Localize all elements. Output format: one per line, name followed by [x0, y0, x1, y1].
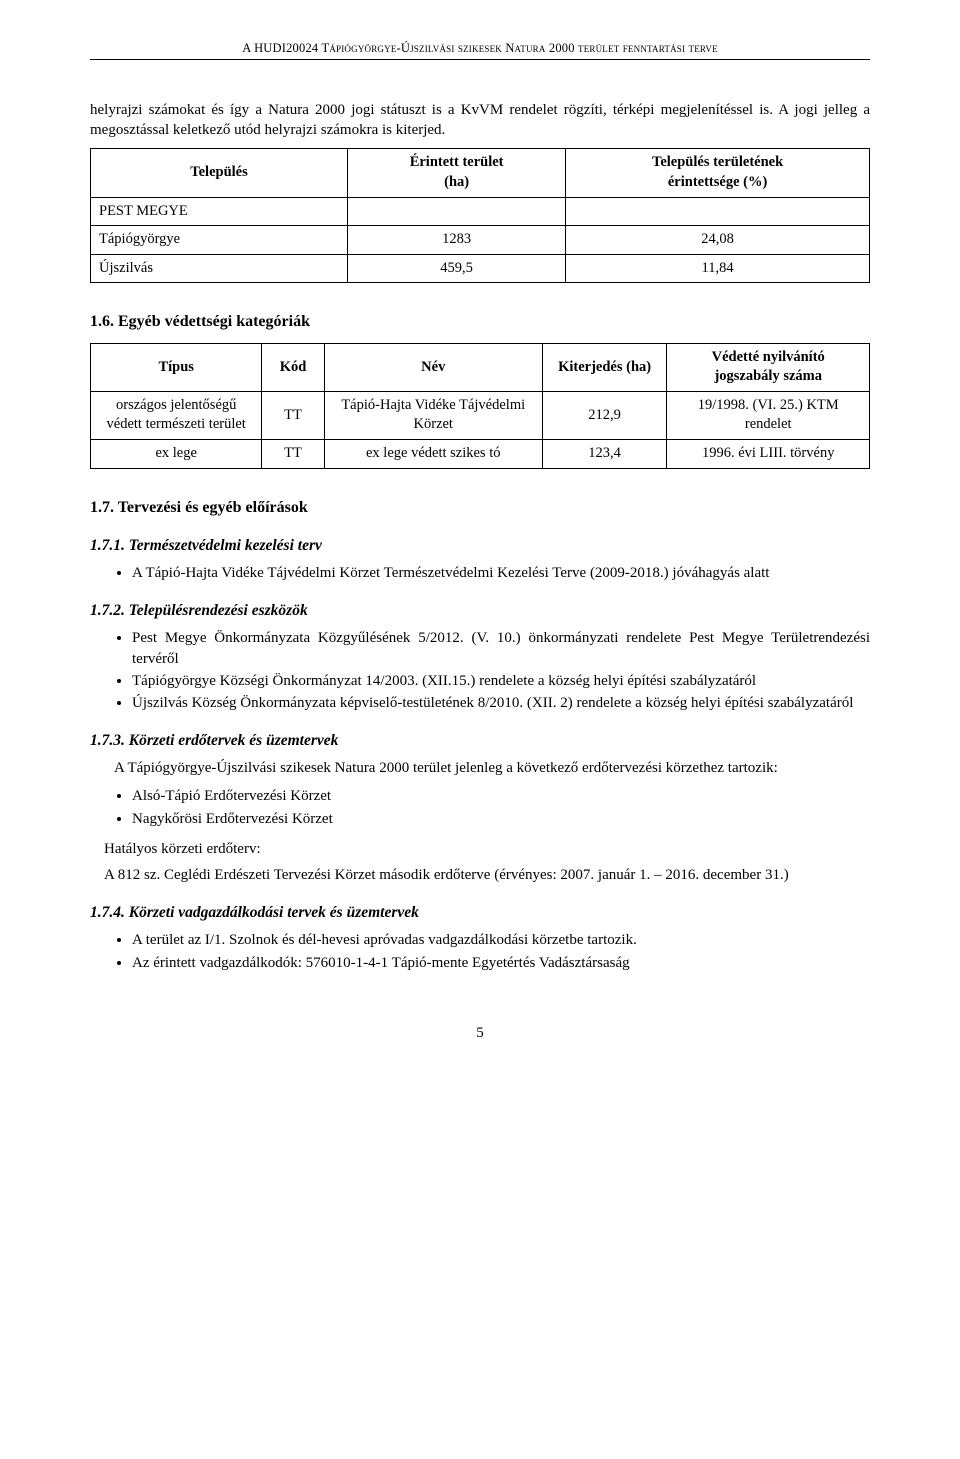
- list-1-7-1: A Tápió-Hajta Vidéke Tájvédelmi Körzet T…: [132, 563, 870, 583]
- section-1-7-1-title: 1.7.1. Természetvédelmi kezelési terv: [90, 536, 870, 557]
- list-item: Nagykőrösi Erdőtervezési Körzet: [132, 809, 870, 829]
- t2-r2-c1: ex lege: [91, 440, 262, 469]
- t2-h3: Név: [324, 343, 542, 391]
- t2-r2-c2: TT: [262, 440, 324, 469]
- t1-r1-name: Tápiógyörgye: [91, 226, 348, 255]
- t1-r1-pct: 24,08: [566, 226, 870, 255]
- list-item: Pest Megye Önkormányzata Közgyűlésének 5…: [132, 628, 870, 669]
- para-1-7-3-valid-text: A 812 sz. Ceglédi Erdészeti Tervezési Kö…: [104, 865, 870, 885]
- t2-r1-c4: 212,9: [542, 391, 667, 439]
- list-1-7-4: A terület az I/1. Szolnok és dél-hevesi …: [132, 930, 870, 973]
- list-1-7-3: Alsó-Tápió Erdőtervezési Körzet Nagykőrö…: [132, 786, 870, 829]
- t1-r1-area: 1283: [348, 226, 566, 255]
- section-1-7-3-title: 1.7.3. Körzeti erdőtervek és üzemtervek: [90, 731, 870, 752]
- header-doc-id: A HUDI20024: [242, 41, 318, 55]
- t2-h1: Típus: [91, 343, 262, 391]
- section-1-7-title: 1.7. Tervezési és egyéb előírások: [90, 497, 870, 519]
- t1-section-empty1: [348, 197, 566, 226]
- t2-r1-c1: országos jelentőségű védett természeti t…: [91, 391, 262, 439]
- list-item: A terület az I/1. Szolnok és dél-hevesi …: [132, 930, 870, 950]
- table-row: ex lege TT ex lege védett szikes tó 123,…: [91, 440, 870, 469]
- table-row: Újszilvás 459,5 11,84: [91, 254, 870, 283]
- t2-r1-c3: Tápió-Hajta Vidéke Tájvédelmi Körzet: [324, 391, 542, 439]
- settlements-table: Település Érintett terület (ha) Települé…: [90, 148, 870, 283]
- t1-r2-name: Újszilvás: [91, 254, 348, 283]
- section-1-7-2-title: 1.7.2. Településrendezési eszközök: [90, 601, 870, 622]
- page-number: 5: [90, 1023, 870, 1043]
- header-title: Tápiógyörgye-Újszilvási szikesek Natura …: [321, 41, 717, 55]
- t1-r2-area: 459,5: [348, 254, 566, 283]
- t2-r1-c5: 19/1998. (VI. 25.) KTM rendelet: [667, 391, 870, 439]
- list-item: Alsó-Tápió Erdőtervezési Körzet: [132, 786, 870, 806]
- t2-r2-c5: 1996. évi LIII. törvény: [667, 440, 870, 469]
- t2-h2: Kód: [262, 343, 324, 391]
- t1-section: PEST MEGYE: [91, 197, 348, 226]
- t1-h1: Település: [91, 149, 348, 197]
- page-header: A HUDI20024 Tápiógyörgye-Újszilvási szik…: [90, 40, 870, 60]
- t1-h2: Érintett terület (ha): [348, 149, 566, 197]
- list-1-7-2: Pest Megye Önkormányzata Közgyűlésének 5…: [132, 628, 870, 713]
- t2-h4: Kiterjedés (ha): [542, 343, 667, 391]
- para-1-7-3-intro: A Tápiógyörgye-Újszilvási szikesek Natur…: [114, 758, 870, 778]
- t2-r1-c2: TT: [262, 391, 324, 439]
- table-row: Tápiógyörgye 1283 24,08: [91, 226, 870, 255]
- intro-paragraph: helyrajzi számokat és így a Natura 2000 …: [90, 100, 870, 141]
- t2-r2-c3: ex lege védett szikes tó: [324, 440, 542, 469]
- section-1-7-4-title: 1.7.4. Körzeti vadgazdálkodási tervek és…: [90, 903, 870, 924]
- list-item: Tápiógyörgye Községi Önkormányzat 14/200…: [132, 671, 870, 691]
- table-row: országos jelentőségű védett természeti t…: [91, 391, 870, 439]
- list-item: Az érintett vadgazdálkodók: 576010-1-4-1…: [132, 953, 870, 973]
- list-item: Újszilvás Község Önkormányzata képviselő…: [132, 693, 870, 713]
- t1-section-empty2: [566, 197, 870, 226]
- t1-h3: Település területének érintettsége (%): [566, 149, 870, 197]
- list-item: A Tápió-Hajta Vidéke Tájvédelmi Körzet T…: [132, 563, 870, 583]
- protection-categories-table: Típus Kód Név Kiterjedés (ha) Védetté ny…: [90, 343, 870, 469]
- t2-r2-c4: 123,4: [542, 440, 667, 469]
- t1-r2-pct: 11,84: [566, 254, 870, 283]
- t2-h5: Védetté nyilvánító jogszabály száma: [667, 343, 870, 391]
- para-1-7-3-valid-label: Hatályos körzeti erdőterv:: [104, 839, 870, 859]
- section-1-6-title: 1.6. Egyéb védettségi kategóriák: [90, 311, 870, 333]
